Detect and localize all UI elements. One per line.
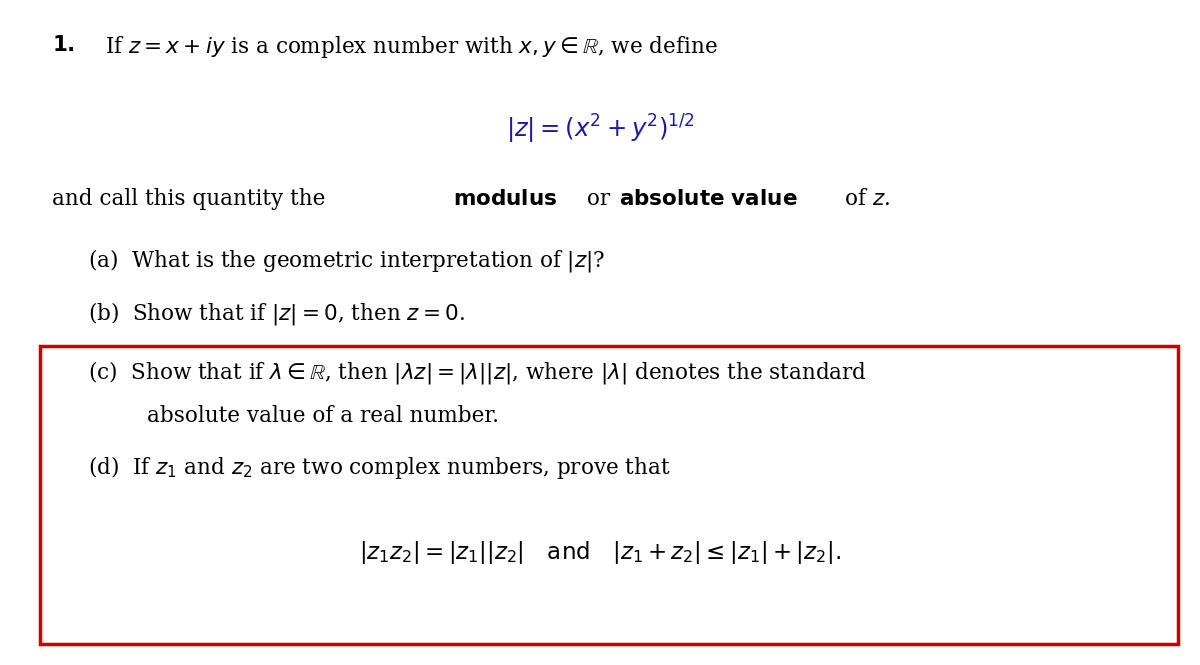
Text: $|z_1 z_2| = |z_1||z_2|$$\quad \text{and} \quad$$|z_1 + z_2| \leq |z_1| + |z_2|.: $|z_1 z_2| = |z_1||z_2|$$\quad \text{and… [359,539,841,567]
Text: If $z = x + iy$ is a complex number with $x, y \in \mathbb{R}$, we define: If $z = x + iy$ is a complex number with… [106,34,719,60]
Text: $\mathbf{1.}$: $\mathbf{1.}$ [52,34,74,56]
Text: (b)  Show that if $|z| = 0$, then $z = 0$.: (b) Show that if $|z| = 0$, then $z = 0$… [88,300,464,327]
Text: $\mathbf{absolute\ value}$: $\mathbf{absolute\ value}$ [619,188,798,210]
Text: (a)  What is the geometric interpretation of $|z|$?: (a) What is the geometric interpretation… [88,247,605,274]
Text: (d)  If $z_1$ and $z_2$ are two complex numbers, prove that: (d) If $z_1$ and $z_2$ are two complex n… [88,454,670,481]
Text: of $z$.: of $z$. [839,188,890,210]
Text: $\mathbf{modulus}$: $\mathbf{modulus}$ [454,188,558,210]
Text: (c)  Show that if $\lambda \in \mathbb{R}$, then $|\lambda z| = |\lambda||z|$, w: (c) Show that if $\lambda \in \mathbb{R}… [88,358,866,386]
Text: or: or [580,188,617,210]
Text: and call this quantity the: and call this quantity the [52,188,332,210]
Text: $|z| = (x^2 + y^2)^{1/2}$: $|z| = (x^2 + y^2)^{1/2}$ [505,112,695,146]
Text: absolute value of a real number.: absolute value of a real number. [148,405,499,427]
